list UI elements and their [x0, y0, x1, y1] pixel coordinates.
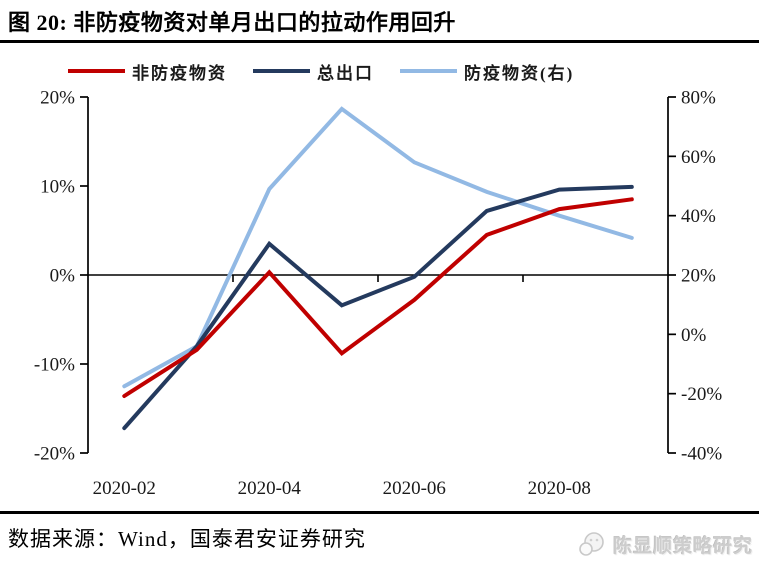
legend-line-swatch-red: [68, 69, 125, 73]
right-axis-tick-label: -40%: [681, 444, 722, 465]
line-chart-canvas: 20% 10% 0% -10% -20% 80% 60% 40% 20% 0% -20% -40% 20…: [34, 88, 722, 500]
left-axis-tick-label: -10%: [34, 355, 75, 376]
legend-item-total-export: 总出口: [253, 59, 374, 84]
right-axis-tick-label: 0%: [681, 325, 707, 346]
x-axis-tick-label: 2020-08: [528, 478, 591, 499]
right-axis-tick-label: 40%: [681, 206, 716, 227]
legend-label: 防疫物资(右): [464, 63, 575, 83]
figure-title: 图 20: 非防疫物资对单月出口的拉动作用回升: [8, 10, 456, 35]
x-axis-tick-label: 2020-04: [238, 478, 302, 499]
legend-label: 总出口: [317, 63, 374, 83]
watermark: 陈显顺策略研究: [577, 530, 753, 558]
watermark-label: 陈显顺策略研究: [612, 535, 753, 557]
series-line-non-epidemic: [122, 197, 634, 398]
chart-legend: 非防疫物资 总出口 防疫物资(右): [68, 59, 574, 84]
right-axis-tick-label: 80%: [681, 88, 716, 109]
legend-label: 非防疫物资: [132, 63, 227, 83]
legend-line-swatch-navy: [253, 69, 310, 73]
legend-line-swatch-lightblue: [400, 69, 457, 73]
left-axis-tick-label: 10%: [40, 177, 75, 198]
line-chart: 20% 10% 0% -10% -20% 80% 60% 40% 20% 0% -20% -40% 20…: [0, 50, 759, 510]
right-axis-tick-label: -20%: [681, 384, 722, 405]
data-source-note: 数据来源：Wind，国泰君安证券研究: [8, 527, 366, 551]
legend-item-non-epidemic: 非防疫物资: [68, 59, 227, 84]
watermark-logo-icon: [579, 532, 604, 556]
left-axis-tick-label: 20%: [40, 88, 75, 109]
left-axis-tick-label: -20%: [34, 444, 75, 465]
series-line-total-export: [122, 184, 634, 431]
title-divider: [0, 40, 759, 43]
x-axis-tick-label: 2020-02: [93, 478, 156, 499]
left-axis-tick-label: 0%: [50, 266, 76, 287]
x-axis-tick-label: 2020-06: [383, 478, 446, 499]
right-axis-tick-label: 20%: [681, 266, 716, 287]
legend-item-epidemic-right: 防疫物资(右): [400, 59, 574, 84]
footer-divider: [0, 511, 759, 514]
right-axis-tick-label: 60%: [681, 147, 716, 168]
